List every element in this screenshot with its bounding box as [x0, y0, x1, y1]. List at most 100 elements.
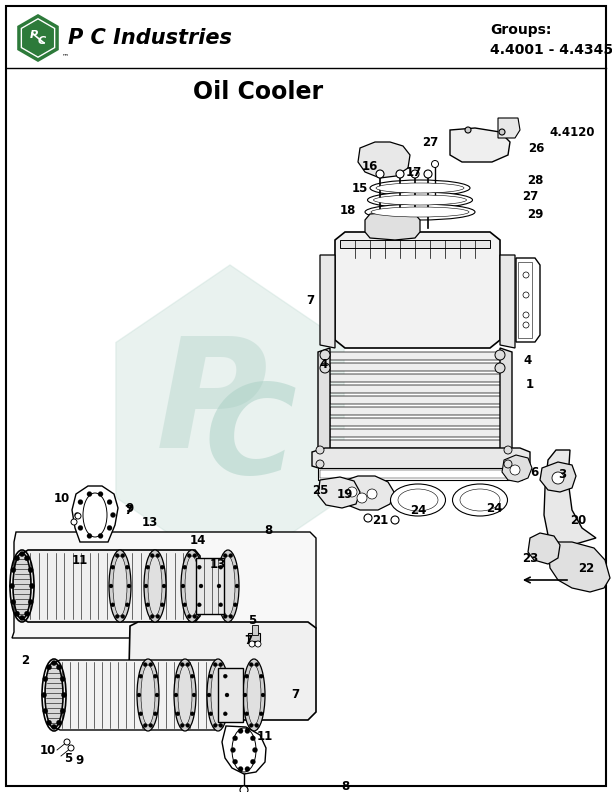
Circle shape [197, 603, 201, 607]
Text: 9: 9 [76, 753, 84, 767]
Ellipse shape [211, 665, 225, 725]
Circle shape [127, 584, 131, 588]
Circle shape [149, 663, 153, 667]
Circle shape [51, 725, 56, 729]
Text: 23: 23 [522, 551, 538, 565]
Circle shape [11, 568, 16, 573]
Ellipse shape [371, 207, 469, 217]
Circle shape [245, 712, 248, 716]
Text: 18: 18 [340, 204, 356, 216]
Circle shape [111, 565, 114, 569]
Text: 6: 6 [530, 466, 538, 478]
Ellipse shape [452, 484, 507, 516]
Polygon shape [318, 348, 330, 455]
Circle shape [504, 446, 512, 454]
Circle shape [218, 565, 223, 569]
Text: C: C [204, 379, 296, 501]
Ellipse shape [45, 662, 63, 728]
Circle shape [504, 460, 512, 468]
Circle shape [183, 603, 187, 607]
Ellipse shape [390, 484, 446, 516]
Polygon shape [330, 374, 510, 382]
Circle shape [146, 565, 150, 569]
Circle shape [238, 729, 243, 733]
Circle shape [150, 554, 154, 558]
Text: 11: 11 [257, 730, 273, 744]
Circle shape [186, 663, 190, 667]
Text: 7: 7 [124, 504, 132, 516]
Polygon shape [116, 265, 344, 575]
Circle shape [229, 554, 233, 558]
Circle shape [376, 170, 384, 178]
Text: 1: 1 [526, 379, 534, 391]
Text: 24: 24 [486, 501, 502, 515]
Text: 13: 13 [142, 516, 158, 528]
Text: Oil Cooler: Oil Cooler [193, 80, 323, 104]
Circle shape [223, 615, 227, 619]
Text: 4.4001 - 4.4345: 4.4001 - 4.4345 [490, 43, 612, 57]
Text: 11: 11 [72, 554, 88, 566]
Ellipse shape [181, 550, 203, 622]
Circle shape [43, 676, 48, 681]
Polygon shape [548, 542, 610, 592]
Circle shape [183, 565, 187, 569]
Text: P: P [30, 30, 38, 40]
Circle shape [28, 568, 33, 573]
Text: 8: 8 [341, 779, 349, 792]
Circle shape [250, 736, 255, 741]
Circle shape [249, 641, 255, 647]
Circle shape [98, 534, 103, 539]
Text: 7: 7 [306, 294, 314, 307]
Polygon shape [19, 16, 57, 60]
Circle shape [20, 551, 24, 557]
Circle shape [235, 584, 239, 588]
Circle shape [255, 663, 259, 667]
Text: 27: 27 [422, 135, 438, 148]
Circle shape [139, 674, 143, 678]
Text: 10: 10 [54, 492, 70, 505]
Text: 21: 21 [372, 513, 388, 527]
Circle shape [146, 603, 150, 607]
Ellipse shape [174, 659, 196, 731]
Circle shape [153, 712, 157, 716]
Polygon shape [502, 455, 532, 482]
Bar [248, 633, 260, 641]
Polygon shape [516, 258, 540, 342]
Circle shape [431, 161, 439, 167]
Ellipse shape [367, 192, 472, 208]
Circle shape [190, 712, 194, 716]
Text: 27: 27 [522, 189, 538, 203]
Circle shape [10, 584, 15, 588]
Ellipse shape [398, 489, 438, 511]
Text: 15: 15 [352, 181, 368, 195]
Circle shape [160, 565, 164, 569]
Text: 4.4120: 4.4120 [549, 125, 595, 139]
Polygon shape [320, 470, 520, 478]
Circle shape [15, 611, 20, 616]
Circle shape [60, 709, 65, 714]
Circle shape [109, 584, 113, 588]
Circle shape [75, 513, 81, 519]
Polygon shape [318, 477, 360, 508]
Text: ™: ™ [62, 53, 69, 59]
Polygon shape [23, 21, 53, 55]
Circle shape [190, 674, 194, 678]
Polygon shape [330, 418, 510, 426]
Circle shape [523, 312, 529, 318]
Circle shape [495, 350, 505, 360]
Ellipse shape [247, 665, 261, 725]
Circle shape [56, 720, 61, 725]
Circle shape [176, 712, 180, 716]
Ellipse shape [185, 556, 199, 616]
Circle shape [29, 584, 34, 588]
Ellipse shape [109, 550, 131, 622]
Ellipse shape [232, 728, 256, 772]
Circle shape [245, 729, 250, 733]
Circle shape [51, 661, 56, 665]
Circle shape [139, 712, 143, 716]
Circle shape [396, 170, 404, 178]
Polygon shape [330, 429, 510, 437]
Circle shape [233, 603, 237, 607]
Ellipse shape [178, 665, 192, 725]
Circle shape [64, 739, 70, 745]
